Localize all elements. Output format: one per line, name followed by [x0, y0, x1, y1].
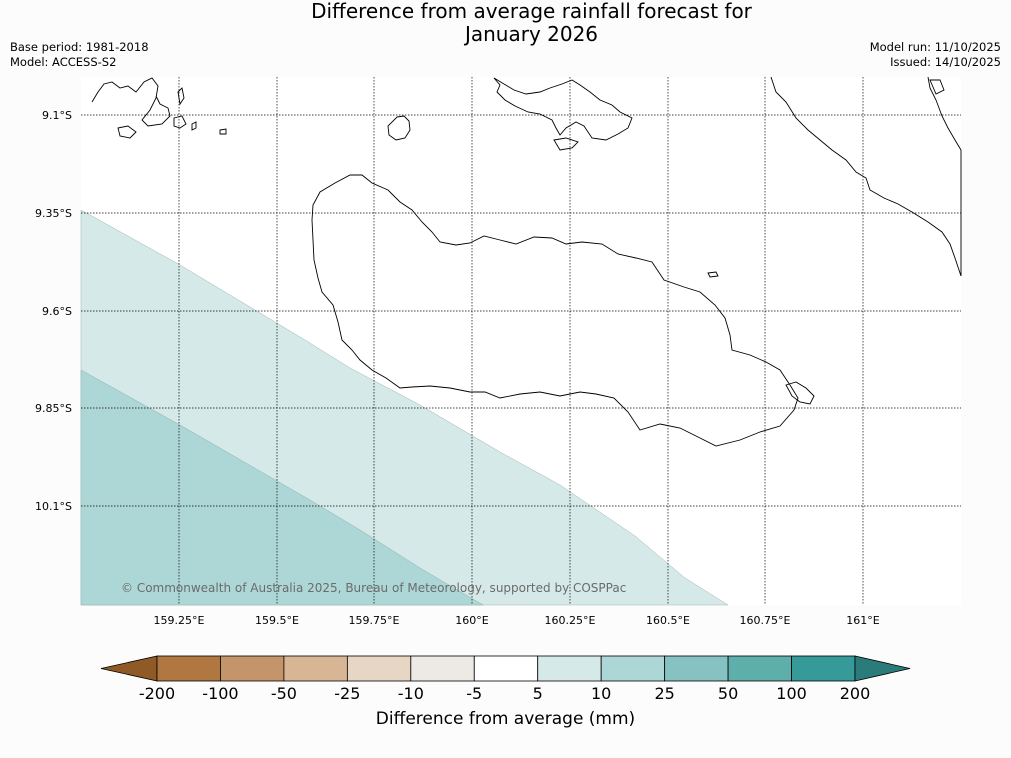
graticule	[81, 77, 961, 605]
colorbar-segment	[346, 655, 412, 682]
russell-islet-1-coast	[117, 125, 137, 139]
colorbar-tick-label: -10	[398, 684, 424, 703]
marau-islets	[785, 381, 815, 405]
zone-10-to-25	[80, 369, 484, 606]
lon-label: 160.25°E	[545, 614, 596, 627]
lon-label: 160.75°E	[740, 614, 791, 627]
lon-label: 159.25°E	[154, 614, 205, 627]
base-period: Base period: 1981-2018	[10, 40, 149, 54]
colorbar-segment	[283, 655, 348, 682]
model-name: Model: ACCESS-S2	[10, 55, 117, 69]
colorbar-tick-label: 25	[654, 684, 674, 703]
title-line-1: Difference from average rainfall forecas…	[311, 0, 752, 23]
nggela-islands-coast	[493, 77, 633, 141]
lon-label: 161°E	[846, 614, 879, 627]
islet-east-guadalcanal	[707, 271, 719, 278]
colorbar-segment	[220, 655, 285, 682]
colorbar-segment	[473, 655, 539, 682]
lon-label: 160°E	[455, 614, 488, 627]
colorbar-segments	[156, 655, 856, 682]
colorbar-segment	[537, 655, 602, 682]
lat-label: 9.35°S	[35, 207, 72, 220]
russell-islet-4-coast	[191, 121, 197, 131]
colorbar-tick-label: 50	[718, 684, 738, 703]
lat-label: 9.6°S	[42, 305, 72, 318]
title-line-2: January 2026	[464, 22, 599, 46]
colorbar-tick-label: 5	[533, 684, 543, 703]
colorbar-tick-label: -50	[271, 684, 297, 703]
colorbar-segment	[727, 655, 792, 682]
colorbar-segment	[410, 655, 475, 682]
colorbar-tick-label: 100	[776, 684, 807, 703]
longitude-labels: 159.25°E 159.5°E 159.75°E 160°E 160.25°E…	[154, 614, 880, 627]
lat-label: 9.85°S	[35, 402, 72, 415]
russell-islet-2-coast	[173, 115, 187, 129]
map-area: 9.1°S 9.35°S 9.6°S 9.85°S 10.1°S 159.25°…	[35, 76, 962, 627]
colorbar-tick-label: -200	[139, 684, 175, 703]
colorbar-segment	[791, 655, 856, 682]
lon-label: 159.5°E	[255, 614, 299, 627]
lon-label: 159.75°E	[349, 614, 400, 627]
colorbar-segment	[664, 655, 729, 682]
russell-islet-5-coast	[219, 128, 227, 135]
lon-label: 160.5°E	[646, 614, 690, 627]
colorbar-tick-label: 10	[591, 684, 611, 703]
colorbar-tick-label: 200	[840, 684, 871, 703]
colorbar-tick-labels: -200 -100 -50 -25 -10 -5 5 10 25 50 100 200	[139, 684, 870, 703]
issued-date: Issued: 14/10/2025	[890, 55, 1001, 69]
russell-islands-coast	[91, 77, 171, 127]
nggela-islet-coast	[553, 137, 579, 151]
colorbar: -200 -100 -50 -25 -10 -5 5 10 25 50 100 200	[100, 655, 911, 703]
lat-label: 10.1°S	[35, 500, 72, 513]
right-metadata: Model run: 11/10/2025 Issued: 14/10/2025	[870, 40, 1001, 70]
malaita-coast	[770, 76, 962, 277]
colorbar-low-extension	[100, 655, 158, 682]
map-title: Difference from average rainfall forecas…	[0, 0, 1011, 46]
malaita-islet-coast	[929, 79, 945, 95]
model-run: Model run: 11/10/2025	[869, 40, 1001, 54]
colorbar-tick-label: -100	[202, 684, 238, 703]
colorbar-high-extension	[854, 655, 911, 682]
copyright-notice: © Commonwealth of Australia 2025, Bureau…	[121, 581, 626, 595]
colorbar-segment	[156, 655, 221, 682]
left-metadata: Base period: 1981-2018 Model: ACCESS-S2	[10, 40, 149, 70]
guadalcanal-coast	[311, 174, 799, 447]
savo-island-coast	[387, 115, 411, 141]
coastlines	[91, 76, 962, 447]
colorbar-tick-label: -25	[334, 684, 360, 703]
colorbar-tick-label: -5	[466, 684, 482, 703]
colorbar-segment	[600, 655, 666, 682]
latitude-labels: 9.1°S 9.35°S 9.6°S 9.85°S 10.1°S	[35, 109, 72, 513]
colorbar-title: Difference from average (mm)	[375, 709, 636, 729]
russell-islet-3-coast	[177, 87, 185, 106]
lat-label: 9.1°S	[42, 109, 72, 122]
